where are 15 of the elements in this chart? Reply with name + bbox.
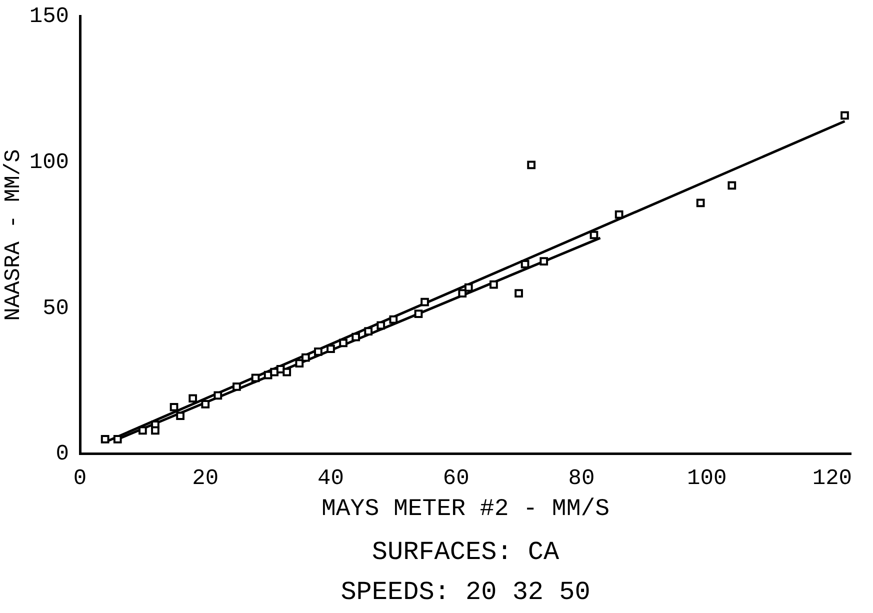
- text: SPEEDS: 20 32 50: [340, 576, 590, 607]
- x-tick-label: 120: [812, 466, 852, 491]
- y-tick-label: 150: [29, 4, 70, 30]
- x-tick-label: 20: [192, 466, 219, 491]
- y-tick-label: 100: [29, 150, 70, 175]
- y-axis-title: NAASRA - MM/S: [1, 149, 26, 321]
- x-tick-label: 0: [73, 466, 87, 491]
- x-tick-label: 40: [318, 466, 344, 491]
- x-tick-label: 60: [442, 466, 470, 491]
- x-tick-label: 80: [568, 466, 595, 491]
- x-tick-label: 100: [687, 466, 727, 491]
- y-tick-label: 50: [42, 296, 70, 321]
- text: SURFACES: CA: [372, 536, 560, 567]
- x-axis-title: MAYS METER #2 - MM/S: [321, 496, 610, 523]
- y-tick-label: 0: [56, 442, 70, 467]
